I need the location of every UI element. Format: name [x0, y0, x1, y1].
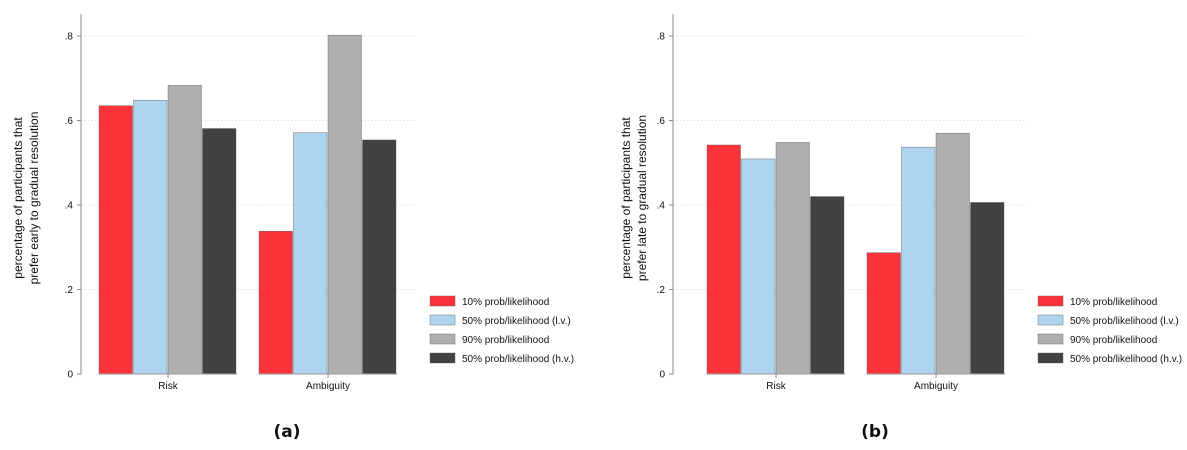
- y-axis-label: percentage of participants that: [11, 117, 25, 279]
- figure-caption: (b): [861, 422, 889, 442]
- legend-swatch: [1037, 333, 1064, 345]
- legend-swatch: [429, 295, 456, 307]
- chart-panel-b: 0 .2 .4 .6 .8 Risk Ambiguity percentage of part…: [619, 14, 1182, 442]
- bar-risk-series-3: [167, 85, 202, 375]
- y-axis-label: prefer early to gradual resolution: [27, 112, 41, 285]
- y-tick-label: .4: [65, 201, 74, 212]
- bar-risk-series-3: [775, 142, 810, 375]
- bar-risk-series-1: [98, 105, 133, 375]
- chart-panel-a: 0 .2 .4 .6 .8 Risk Ambiguity percentage of part…: [11, 14, 574, 442]
- y-tick-label: .6: [657, 116, 666, 127]
- x-tick-label: Risk: [158, 381, 178, 392]
- bar-ambiguity-series-1: [866, 252, 901, 375]
- y-axis-label: prefer late to gradual resolution: [635, 115, 649, 281]
- bar-ambiguity-series-4: [362, 139, 397, 375]
- legend-label: 50% prob/likelihood (l.v.): [462, 316, 571, 327]
- figure-caption: (a): [273, 422, 300, 442]
- y-tick-label: .2: [657, 285, 666, 296]
- y-tick-label: .4: [657, 201, 666, 212]
- bar-risk-series-4: [810, 196, 845, 375]
- legend-swatch: [1037, 314, 1064, 326]
- legend-swatch: [429, 314, 456, 326]
- x-tick-label: Ambiguity: [306, 381, 350, 392]
- bar-ambiguity-series-3: [327, 34, 362, 375]
- legend-label: 90% prob/likelihood: [1070, 335, 1157, 346]
- y-tick-label: 0: [67, 370, 73, 381]
- y-tick-label: .8: [657, 32, 666, 43]
- y-tick-label: .8: [65, 32, 74, 43]
- legend-label: 50% prob/likelihood (h.v.): [1070, 354, 1182, 365]
- legend-label: 90% prob/likelihood: [462, 335, 549, 346]
- legend-swatch: [1037, 352, 1064, 364]
- bar-risk-series-4: [202, 128, 237, 375]
- legend-label: 50% prob/likelihood (l.v.): [1070, 316, 1179, 327]
- x-tick-label: Ambiguity: [914, 381, 958, 392]
- y-axis-label: percentage of participants that: [619, 117, 633, 279]
- legend: 10% prob/likelihood 50% prob/likelihood (…: [429, 295, 574, 365]
- legend-label: 50% prob/likelihood (h.v.): [462, 354, 574, 365]
- legend-swatch: [429, 333, 456, 345]
- legend-label: 10% prob/likelihood: [1070, 297, 1157, 308]
- bar-risk-series-2: [741, 158, 776, 375]
- bar-risk-series-2: [133, 100, 168, 375]
- bar-ambiguity-series-2: [901, 146, 936, 375]
- legend: 10% prob/likelihood 50% prob/likelihood (…: [1037, 295, 1182, 365]
- bar-risk-series-1: [706, 144, 741, 375]
- bar-ambiguity-series-2: [293, 132, 328, 375]
- legend-swatch: [1037, 295, 1064, 307]
- legend-swatch: [429, 352, 456, 364]
- y-tick-label: .6: [65, 116, 74, 127]
- y-tick-label: .2: [65, 285, 74, 296]
- bar-ambiguity-series-4: [970, 202, 1005, 375]
- y-tick-label: 0: [659, 370, 665, 381]
- bar-ambiguity-series-1: [258, 230, 293, 375]
- x-tick-label: Risk: [766, 381, 786, 392]
- legend-label: 10% prob/likelihood: [462, 297, 549, 308]
- bar-ambiguity-series-3: [935, 132, 970, 375]
